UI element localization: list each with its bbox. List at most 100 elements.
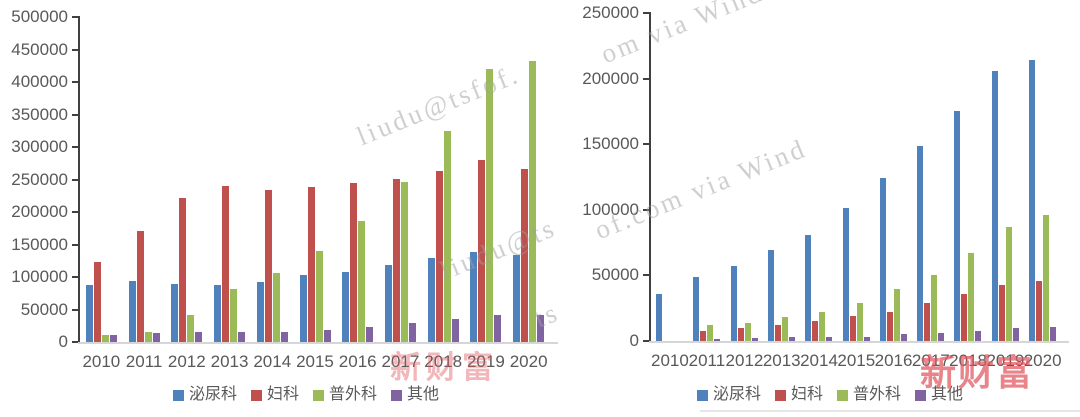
bar [435,171,443,342]
y-tick-label: 50000 [591,265,639,285]
y-tick-label: 400000 [11,72,68,91]
y-tick-label: 500000 [11,7,68,26]
bar [187,315,195,342]
bar [924,303,931,341]
bar [408,323,416,342]
bar [842,208,849,341]
brand-watermark: 新财富 [920,352,1035,393]
bar [222,186,230,342]
x-tick-label: 2019 [986,351,1025,370]
bar [788,337,795,341]
legend-label: 妇科 [790,386,823,403]
y-axis-tick [72,211,78,213]
x-tick-label: 2011 [688,351,726,370]
bar [656,294,663,341]
legend: 泌尿科 妇科 普外科 其他 [600,386,1060,404]
bar [323,330,331,342]
y-tick-label: 50000 [20,299,68,319]
bar [478,160,486,342]
y-tick-label: 150000 [11,234,68,254]
bar [264,190,272,342]
bar [529,61,537,342]
legend-label: 泌尿科 [712,386,761,403]
bar [230,289,238,342]
legend-item: 其他 [391,386,439,404]
bar [171,284,179,342]
bar [101,335,109,342]
bar [307,187,315,342]
bar [256,282,264,342]
bar [744,323,751,341]
bar [819,312,826,341]
legend-item: 普外科 [313,386,377,404]
legend-swatch-icon [250,389,262,401]
y-tick-label: 200000 [582,68,639,88]
bar [214,285,222,342]
bar [537,315,545,342]
x-tick-label: 2017 [381,352,420,371]
bar [931,275,938,341]
x-tick-label: 2014 [253,352,292,371]
bar [751,338,758,341]
bar [938,333,945,341]
bar [961,294,968,341]
bar [893,289,900,341]
x-tick-label: 2010 [651,351,689,370]
bar [299,275,307,342]
bar [849,316,856,341]
y-axis-tick [72,308,78,311]
bar [486,69,494,342]
legend-item: 妇科 [774,386,823,404]
bar [384,265,392,342]
bar [781,317,788,341]
bar [975,331,982,341]
bar [470,252,478,342]
bar [1049,327,1056,341]
bar [805,235,812,341]
x-tick-label: 2018 [949,351,987,370]
bar [900,334,907,341]
bar [767,250,774,341]
y-axis-tick [643,208,649,211]
bar [128,281,136,342]
y-axis-tick [72,16,78,18]
x-tick-label: 2010 [82,352,121,371]
bar [707,325,714,341]
x-tick-label: 2015 [837,351,876,370]
bar [358,221,366,342]
bar [152,333,160,342]
x-tick-label: 2019 [466,352,505,371]
bar [700,331,707,341]
legend-label: 其他 [931,386,964,403]
y-tick-label: 250000 [11,169,68,189]
legend: 泌尿科 妇科 普外科 其他 [76,386,536,404]
bar [1042,215,1049,341]
bar [774,325,781,341]
x-axis-line [649,341,1069,343]
x-tick-label: 2016 [874,351,913,370]
brand-watermark: 新财富 [390,350,498,385]
legend-item: 其他 [915,386,963,404]
bar [886,312,893,341]
y-axis-tick [72,48,78,51]
bar [315,251,323,342]
bar [1012,328,1019,341]
x-tick-label: 2020 [1023,351,1062,370]
y-axis-tick [72,276,78,278]
bar [879,178,886,341]
bar [280,332,288,342]
legend-item: 普外科 [837,386,901,404]
y-axis-tick [643,143,649,146]
legend-item: 泌尿科 [696,386,761,404]
y-axis-tick [72,113,78,116]
y-axis-tick [643,12,649,14]
y-tick-label: 200000 [11,202,68,221]
x-tick-label: 2014 [800,351,838,370]
y-tick-label: 250000 [582,3,639,22]
x-tick-label: 2013 [762,351,801,370]
bar [392,179,400,342]
y-axis-line [649,12,651,342]
bar [812,321,819,341]
